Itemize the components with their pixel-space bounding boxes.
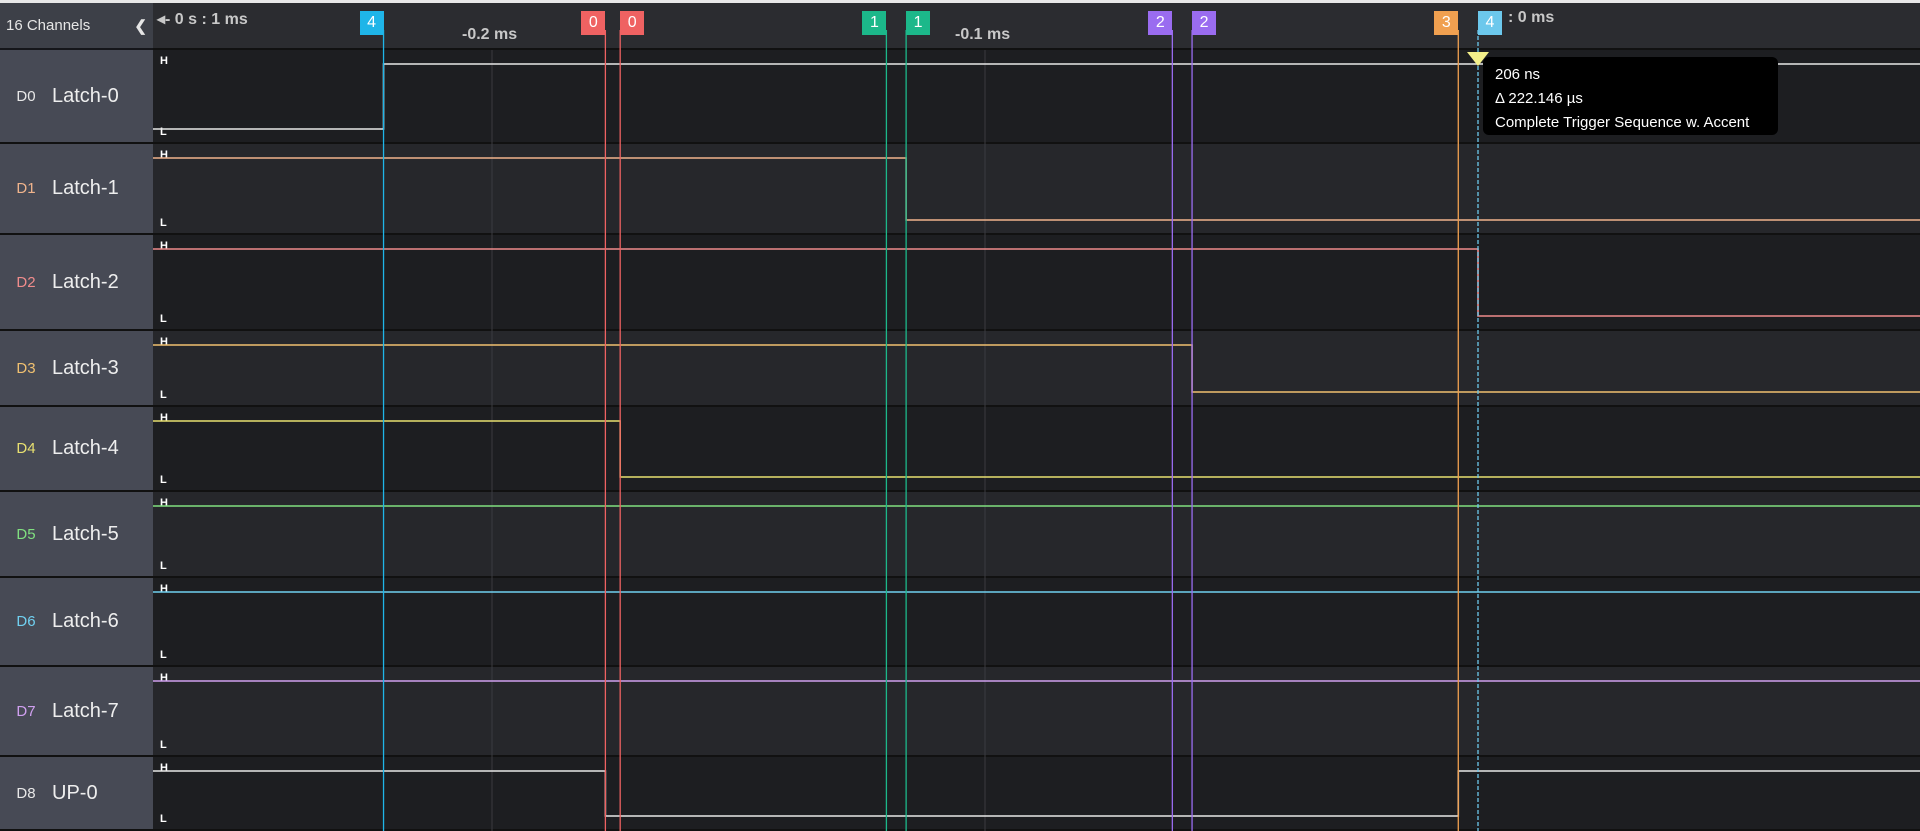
marker-flag[interactable]: 4 [359, 11, 384, 35]
channel-label[interactable]: D5 Latch-5 [0, 492, 153, 576]
waveform-d1 [153, 157, 1920, 221]
channel-id: D1 [16, 180, 36, 197]
channel-id: D5 [16, 525, 36, 543]
marker-flag[interactable]: 4 [1478, 11, 1502, 35]
channel-id: D8 [16, 784, 36, 802]
marker-flag[interactable]: 2 [1148, 11, 1173, 35]
channel-name: Latch-6 [52, 610, 119, 632]
low-level-label: L [160, 474, 167, 486]
high-level-label: H [160, 583, 168, 595]
channel-label[interactable]: D7 Latch-7 [0, 667, 153, 755]
channel-id: D4 [16, 440, 36, 457]
high-level-label: H [160, 55, 168, 67]
high-level-label: H [160, 412, 168, 424]
window-top-border [0, 0, 1920, 3]
channel-name: Latch-7 [52, 699, 119, 722]
high-level-label: H [160, 497, 168, 509]
marker-flag[interactable]: 1 [862, 11, 887, 35]
channel-id: D6 [16, 613, 36, 630]
waveform-d3 [153, 344, 1920, 393]
marker-flag[interactable]: 1 [906, 11, 931, 35]
channels-header: 16 Channels ❮ [0, 3, 153, 50]
channel-row-d7[interactable]: D7 Latch-7 H L [0, 667, 1920, 757]
channel-name: Latch-3 [52, 356, 119, 379]
cursor-tooltip: 206 ns Δ 222.146 µs Complete Trigger Seq… [1483, 57, 1778, 135]
channel-label[interactable]: D3 Latch-3 [0, 331, 153, 405]
low-level-label: L [160, 813, 167, 825]
channel-name: Latch-1 [52, 177, 119, 199]
channel-label[interactable]: D4 Latch-4 [0, 407, 153, 490]
channel-id: D7 [16, 702, 36, 720]
low-level-label: L [160, 217, 167, 229]
trigger-cursor-icon [1467, 52, 1489, 66]
channel-label[interactable]: D0 Latch-0 [0, 50, 153, 142]
tooltip-description: Complete Trigger Sequence w. Accent [1495, 114, 1750, 131]
low-level-label: L [160, 649, 167, 661]
time-tick-label: -0.1 ms [955, 26, 1011, 43]
channel-name: Latch-2 [52, 270, 119, 293]
time-ruler[interactable]: ◂- 0 s : 1 ms -0.2 ms -0.1 ms : 0 ms 4 0 0 1 1 2… [153, 3, 1920, 50]
channel-name: Latch-5 [52, 522, 119, 545]
time-range-label: ◂- 0 s : 1 ms [157, 11, 248, 28]
time-tick-label: -0.2 ms [462, 26, 518, 43]
high-level-label: H [160, 672, 168, 684]
channel-row-d3[interactable]: D3 Latch-3 H L [0, 331, 1920, 407]
marker-flag[interactable]: 0 [620, 11, 645, 35]
low-level-label: L [160, 389, 167, 401]
tooltip-delta: Δ 222.146 µs [1495, 90, 1583, 107]
channel-row-d8[interactable]: D8 UP-0 H L [0, 757, 1920, 831]
channel-label[interactable]: D2 Latch-2 [0, 235, 153, 329]
waveform-d2 [153, 248, 1920, 317]
channel-row-d2[interactable]: D2 Latch-2 H L [0, 235, 1920, 331]
waveform-d8 [153, 770, 1920, 817]
channel-row-d6[interactable]: D6 Latch-6 H L [0, 578, 1920, 667]
channel-name: Latch-0 [52, 84, 119, 107]
low-level-label: L [160, 739, 167, 751]
channel-id: D3 [16, 359, 36, 377]
high-level-label: H [160, 336, 168, 348]
channel-id: D2 [16, 273, 36, 291]
low-level-label: L [160, 126, 167, 138]
marker-flag[interactable]: 0 [581, 11, 606, 35]
channel-name: Latch-4 [52, 437, 119, 459]
high-level-label: H [160, 762, 168, 774]
marker-flag[interactable]: 2 [1192, 11, 1217, 35]
marker-flag[interactable]: 3 [1434, 11, 1459, 35]
waveform-d4 [153, 420, 1920, 478]
channel-name: UP-0 [52, 781, 98, 804]
high-level-label: H [160, 240, 168, 252]
channels-count: 16 Channels [6, 17, 91, 34]
channel-row-d4[interactable]: D4 Latch-4 H L [0, 407, 1920, 492]
channel-id: D0 [16, 87, 36, 105]
low-level-label: L [160, 313, 167, 325]
low-level-label: L [160, 560, 167, 572]
tooltip-time: 206 ns [1495, 66, 1541, 83]
chevron-left-icon[interactable]: ❮ [134, 17, 147, 35]
channel-label[interactable]: D6 Latch-6 [0, 578, 153, 665]
high-level-label: H [160, 149, 168, 161]
channel-label[interactable]: D1 Latch-1 [0, 144, 153, 233]
channel-label[interactable]: D8 UP-0 [0, 757, 153, 829]
time-tick-label: : 0 ms [1508, 9, 1555, 26]
